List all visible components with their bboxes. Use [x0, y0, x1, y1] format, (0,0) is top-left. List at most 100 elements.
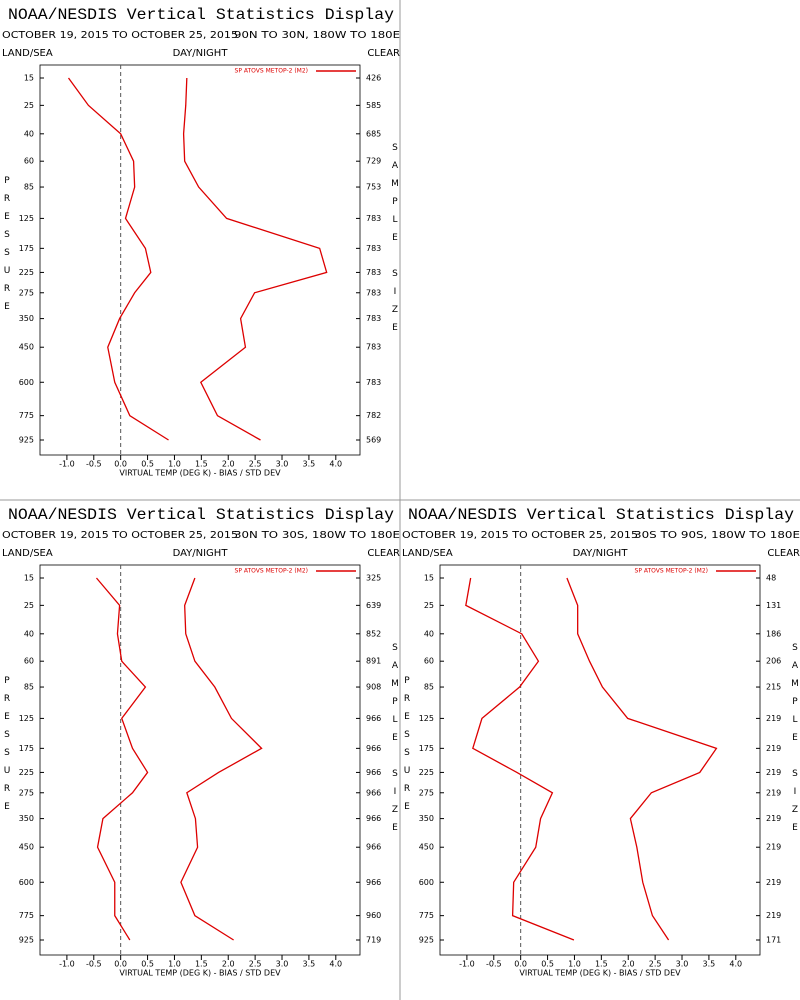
- y-tick-label: 925: [19, 436, 34, 445]
- y-axis-label: PRESSURE: [402, 676, 412, 820]
- y-tick-label: 775: [19, 911, 34, 920]
- y-tick-label: 225: [19, 768, 34, 777]
- x-tick-label: 3.0: [676, 960, 689, 969]
- y-tick-label: 175: [419, 744, 434, 753]
- sample-size: 219: [766, 744, 781, 753]
- y-tick-label: 60: [24, 157, 34, 166]
- day-night-label: DAY/NIGHT: [573, 548, 629, 559]
- y-tick-label: 925: [19, 936, 34, 945]
- land-sea-label: LAND/SEA: [2, 48, 53, 59]
- sample-size: 186: [766, 629, 781, 638]
- sample-size: 891: [366, 657, 381, 666]
- x-tick-label: -1.0: [59, 960, 75, 969]
- y-tick-label: 925: [419, 936, 434, 945]
- sample-size: 215: [766, 683, 781, 692]
- region: 90N TO 30N, 180W TO 180E: [234, 30, 400, 41]
- y-tick-label: 450: [19, 343, 34, 352]
- sample-size: 729: [366, 157, 381, 166]
- y-tick-label: 275: [419, 788, 434, 797]
- x-tick-label: 2.0: [222, 460, 235, 469]
- region: 30N TO 30S, 180W TO 180E: [234, 530, 400, 541]
- plot-frame: [39, 64, 361, 456]
- plot-frame: [439, 564, 761, 956]
- clear-label: CLEAR: [767, 548, 800, 559]
- y-tick-label: 225: [419, 768, 434, 777]
- sample-size: 783: [366, 343, 381, 352]
- sample-size: 219: [766, 768, 781, 777]
- region: 30S TO 90S, 180W TO 180E: [634, 530, 800, 541]
- sample-size: 783: [366, 268, 381, 277]
- sample-size: 219: [766, 843, 781, 852]
- x-tick-label: 0.5: [141, 960, 154, 969]
- x-tick-label: 0.0: [114, 460, 127, 469]
- sample-size: 852: [366, 629, 381, 638]
- plot-frame: [39, 564, 361, 956]
- x-tick-label: 2.5: [249, 960, 262, 969]
- y-tick-label: 275: [19, 288, 34, 297]
- sample-size: 639: [366, 601, 381, 610]
- y-tick-label: 25: [424, 601, 434, 610]
- y2-axis-label: SAMPLE SIZE: [790, 643, 800, 841]
- y-tick-label: 40: [424, 629, 434, 638]
- sample-size: 753: [366, 183, 381, 192]
- sample-size: 131: [766, 601, 781, 610]
- x-tick-label: 0.0: [514, 960, 527, 969]
- series-line: [566, 577, 718, 941]
- y-tick-label: 40: [24, 129, 34, 138]
- sample-size: 719: [366, 936, 381, 945]
- y-tick-label: 25: [24, 101, 34, 110]
- legend-label: SP ATOVS METOP-2 (M2): [635, 568, 708, 575]
- sample-size: 783: [366, 314, 381, 323]
- sample-size: 966: [366, 768, 381, 777]
- sample-size: 219: [766, 911, 781, 920]
- x-tick-label: 3.5: [303, 960, 316, 969]
- date-range: OCTOBER 19, 2015 TO OCTOBER 25, 2015: [2, 530, 238, 541]
- sample-size: 569: [366, 436, 381, 445]
- x-tick-label: 0.0: [114, 960, 127, 969]
- y-tick-label: 15: [424, 574, 434, 583]
- x-tick-label: 0.5: [141, 460, 154, 469]
- x-tick-label: 2.0: [622, 960, 635, 969]
- x-tick-label: 1.5: [595, 960, 608, 969]
- sample-size: 219: [766, 714, 781, 723]
- date-range: OCTOBER 19, 2015 TO OCTOBER 25, 2015: [402, 530, 638, 541]
- sample-size: 219: [766, 788, 781, 797]
- y-tick-label: 350: [419, 814, 434, 823]
- y-tick-label: 775: [419, 911, 434, 920]
- x-tick-label: 1.0: [168, 460, 181, 469]
- x-tick-label: -0.5: [86, 960, 102, 969]
- panel-title: NOAA/NESDIS Vertical Statistics Display: [408, 506, 794, 524]
- sample-size: 219: [766, 814, 781, 823]
- x-tick-label: 2.5: [249, 460, 262, 469]
- sample-size: 966: [366, 843, 381, 852]
- x-axis-label: VIRTUAL TEMP (DEG K) - BIAS / STD DEV: [519, 969, 681, 978]
- series-line: [67, 77, 169, 441]
- y2-axis-label: SAMPLE SIZE: [390, 143, 400, 341]
- sample-size: 783: [366, 288, 381, 297]
- land-sea-label: LAND/SEA: [2, 548, 53, 559]
- x-tick-label: 1.0: [568, 960, 581, 969]
- y-tick-label: 125: [19, 214, 34, 223]
- sample-size: 966: [366, 878, 381, 887]
- y-tick-label: 775: [19, 411, 34, 420]
- y-tick-label: 40: [24, 629, 34, 638]
- series-line: [180, 577, 263, 941]
- y-tick-label: 350: [19, 314, 34, 323]
- x-tick-label: 2.5: [649, 960, 662, 969]
- chart-panel: NOAA/NESDIS Vertical Statistics Display O…: [2, 506, 400, 977]
- y-tick-label: 85: [424, 683, 434, 692]
- x-axis-label: VIRTUAL TEMP (DEG K) - BIAS / STD DEV: [119, 469, 281, 478]
- y-tick-label: 125: [419, 714, 434, 723]
- sample-size: 908: [366, 683, 381, 692]
- sample-size: 171: [766, 936, 781, 945]
- sample-size: 585: [366, 101, 381, 110]
- clear-label: CLEAR: [367, 48, 400, 59]
- y-tick-label: 600: [19, 378, 34, 387]
- sample-size: 966: [366, 744, 381, 753]
- y-tick-label: 125: [19, 714, 34, 723]
- y2-axis-label: SAMPLE SIZE: [390, 643, 400, 841]
- y-axis-label: PRESSURE: [2, 176, 12, 320]
- y-tick-label: 25: [24, 601, 34, 610]
- x-tick-label: -0.5: [486, 960, 502, 969]
